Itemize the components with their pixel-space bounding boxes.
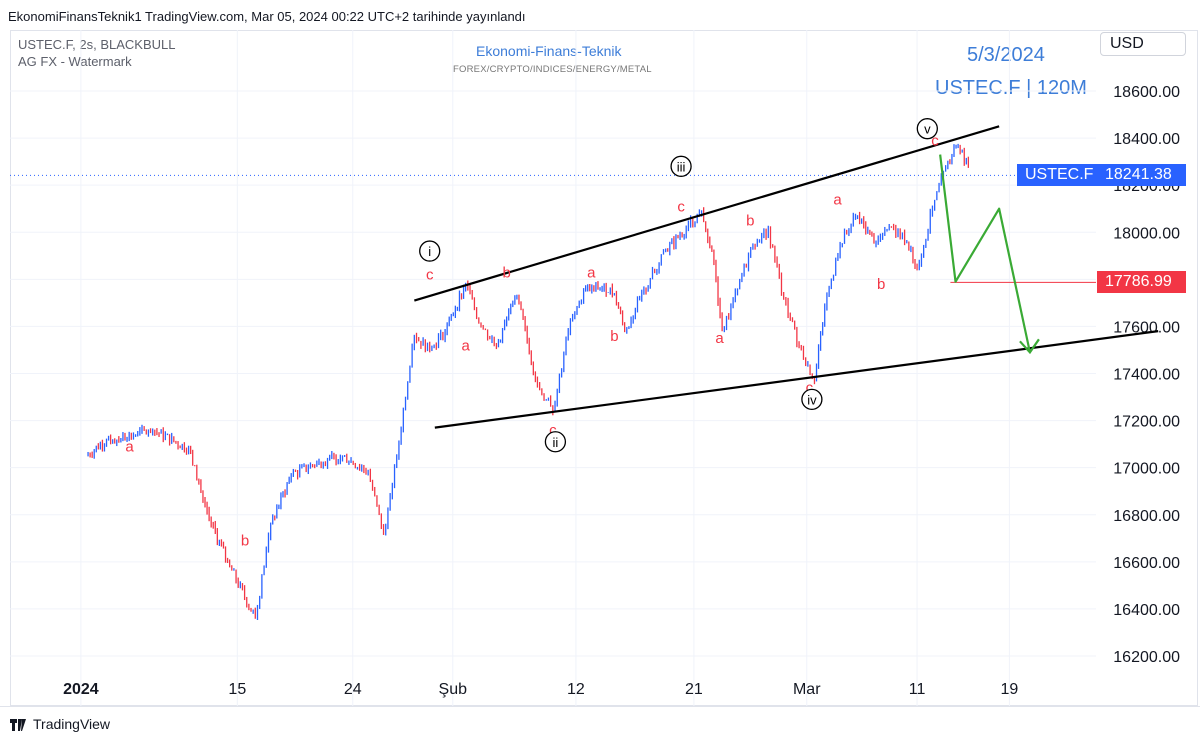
- overlay-date: 5/3/2024: [967, 44, 1045, 66]
- wave-label-b: b: [241, 533, 249, 550]
- tradingview-logo-icon: [10, 718, 28, 731]
- tradingview-brand: TradingView: [33, 716, 111, 732]
- x-tick-label: 21: [685, 681, 703, 698]
- x-axis-ticks: 2024 15 24 Şub 12 21 Mar 11 19: [63, 681, 1018, 698]
- wave-label-iv: iv: [807, 392, 817, 407]
- x-tick-label: 11: [909, 681, 926, 698]
- y-tick-label: 18600.00: [1113, 84, 1180, 101]
- watermark-subtitle: FOREX/CRYPTO/INDICES/ENERGY/METAL: [453, 64, 652, 75]
- price-series: [87, 143, 970, 620]
- wave-label-a: a: [833, 191, 842, 208]
- wave-circle-iv: [801, 388, 823, 411]
- wave-label-c: c: [549, 422, 557, 439]
- last-price-badge: 18241.38: [1097, 164, 1186, 187]
- wave-label-a: a: [461, 337, 470, 354]
- wave-label-v: v: [924, 122, 931, 137]
- chart-frame[interactable]: [10, 30, 1198, 706]
- y-tick-label: 18000.00: [1113, 225, 1180, 242]
- y-tick-label: 17200.00: [1113, 414, 1180, 431]
- trendline: [434, 330, 1159, 429]
- chart-legend-indicator[interactable]: AG FX - Watermark: [18, 54, 132, 69]
- wave-label-a: a: [587, 264, 596, 281]
- grid-lines: [10, 30, 1096, 706]
- wave-label-c: c: [426, 267, 434, 284]
- trendlines: [414, 125, 1159, 429]
- x-tick-label: 12: [567, 681, 585, 698]
- level-price-badge: 17786.99: [1097, 271, 1186, 294]
- y-tick-label: 16400.00: [1113, 602, 1180, 619]
- wave-label-b: b: [610, 328, 618, 345]
- projection-arrowhead: [1019, 338, 1040, 355]
- wave-circle-v: [916, 118, 938, 140]
- wave-label-iii: iii: [677, 159, 686, 174]
- wave-circle-iii: [670, 155, 692, 177]
- wave-label-c: c: [677, 198, 685, 215]
- wave-label-b: b: [502, 264, 510, 281]
- y-tick-label: 17400.00: [1113, 367, 1180, 384]
- trendline: [414, 125, 1000, 302]
- y-tick-label: 16600.00: [1113, 555, 1180, 572]
- y-tick-label: 16800.00: [1113, 508, 1180, 525]
- wave-label-a: a: [715, 330, 724, 347]
- tradingview-logo[interactable]: TradingView: [10, 716, 110, 732]
- publish-caption: EkonomiFinansTeknik1 TradingView.com, Ma…: [8, 9, 526, 24]
- wave-label-b: b: [746, 212, 754, 229]
- y-tick-label: 18400.00: [1113, 131, 1180, 148]
- currency-button[interactable]: USD: [1100, 32, 1186, 56]
- price-levels: [10, 174, 1096, 283]
- wave-label-ii: ii: [553, 435, 559, 450]
- y-tick-label: 17000.00: [1113, 461, 1180, 478]
- x-tick-label: 15: [228, 681, 246, 698]
- x-tick-label: 2024: [63, 681, 99, 698]
- symbol-badge: USTEC.F: [1017, 164, 1097, 187]
- wave-circle-i: [419, 240, 441, 262]
- publish-header: EkonomiFinansTeknik1 TradingView.com, Ma…: [0, 0, 1200, 30]
- wave-label-b: b: [877, 276, 885, 293]
- x-tick-label: 19: [1001, 681, 1019, 698]
- x-tick-label: Mar: [793, 681, 821, 698]
- projection-path: [939, 154, 1040, 355]
- overlay-symbol: USTEC.F | 120M: [935, 77, 1087, 99]
- wave-label-c: c: [806, 380, 814, 397]
- wave-label-a: a: [125, 438, 134, 455]
- y-tick-label: 16200.00: [1113, 649, 1180, 666]
- wave-label-i: i: [428, 244, 431, 259]
- watermark-title: Ekonomi-Finans-Teknik: [476, 43, 622, 59]
- chart-legend-symbol[interactable]: USTEC.F, 2s, BLACKBULL: [18, 37, 176, 52]
- x-tick-label: 24: [344, 681, 362, 698]
- y-tick-label: 17600.00: [1113, 319, 1180, 336]
- wave-circle-ii: [544, 431, 567, 453]
- x-tick-label: Şub: [439, 681, 468, 698]
- projection-line: [939, 154, 1031, 353]
- wave-label-c: c: [931, 132, 939, 149]
- footer-bar: [0, 706, 1200, 742]
